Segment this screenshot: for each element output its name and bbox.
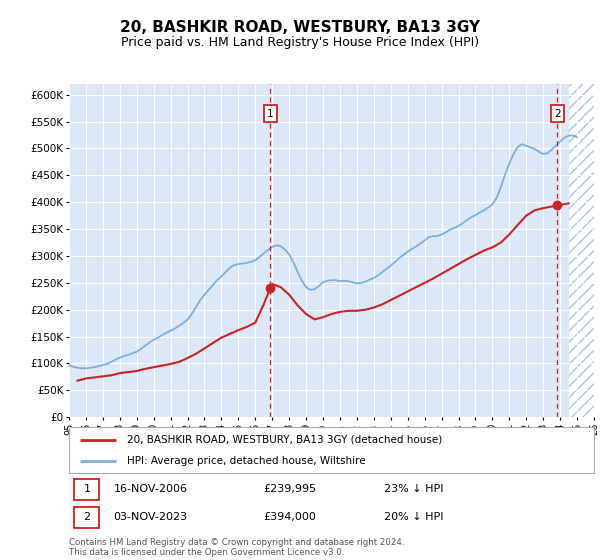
Text: 2: 2 <box>83 512 91 522</box>
FancyBboxPatch shape <box>74 479 100 500</box>
Text: 2: 2 <box>554 109 561 119</box>
Text: Contains HM Land Registry data © Crown copyright and database right 2024.
This d: Contains HM Land Registry data © Crown c… <box>69 538 404 557</box>
Bar <box>569 41 594 417</box>
Text: HPI: Average price, detached house, Wiltshire: HPI: Average price, detached house, Wilt… <box>127 456 365 466</box>
Text: £239,995: £239,995 <box>263 484 316 494</box>
Text: 1: 1 <box>267 109 274 119</box>
Text: 03-NOV-2023: 03-NOV-2023 <box>113 512 188 522</box>
Text: 20% ↓ HPI: 20% ↓ HPI <box>384 512 443 522</box>
Text: 16-NOV-2006: 16-NOV-2006 <box>113 484 188 494</box>
FancyBboxPatch shape <box>74 507 100 528</box>
Text: Price paid vs. HM Land Registry's House Price Index (HPI): Price paid vs. HM Land Registry's House … <box>121 36 479 49</box>
Text: 20, BASHKIR ROAD, WESTBURY, BA13 3GY (detached house): 20, BASHKIR ROAD, WESTBURY, BA13 3GY (de… <box>127 435 442 445</box>
Text: £394,000: £394,000 <box>263 512 316 522</box>
Text: 1: 1 <box>83 484 91 494</box>
Text: 23% ↓ HPI: 23% ↓ HPI <box>384 484 443 494</box>
Text: 20, BASHKIR ROAD, WESTBURY, BA13 3GY: 20, BASHKIR ROAD, WESTBURY, BA13 3GY <box>120 20 480 35</box>
